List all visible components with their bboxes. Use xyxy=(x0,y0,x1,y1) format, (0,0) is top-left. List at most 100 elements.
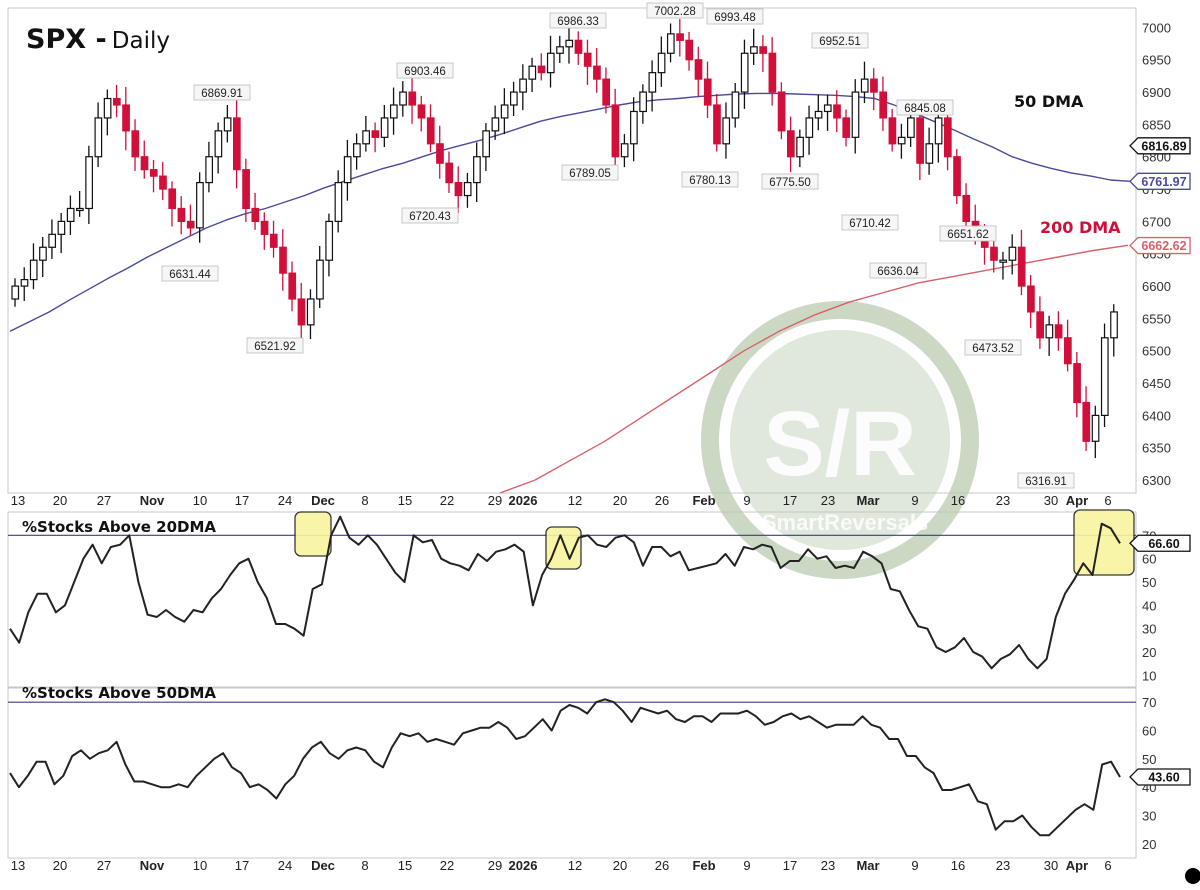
svg-text:6600: 6600 xyxy=(1142,279,1171,294)
chart-title: SPX - Daily xyxy=(26,24,170,55)
svg-text:20: 20 xyxy=(53,493,67,508)
svg-text:70: 70 xyxy=(1142,695,1156,710)
svg-text:6700: 6700 xyxy=(1142,214,1171,229)
svg-text:6950: 6950 xyxy=(1142,53,1171,68)
svg-text:15: 15 xyxy=(398,858,412,873)
svg-text:2026: 2026 xyxy=(509,858,538,873)
svg-text:20: 20 xyxy=(613,858,627,873)
svg-text:17: 17 xyxy=(235,493,249,508)
svg-text:6780.13: 6780.13 xyxy=(689,175,731,187)
svg-text:9: 9 xyxy=(743,858,750,873)
svg-text:6662.62: 6662.62 xyxy=(1141,239,1186,253)
svg-text:60: 60 xyxy=(1142,724,1156,739)
svg-text:6: 6 xyxy=(1104,493,1111,508)
pct50-panel-frame xyxy=(7,687,1137,859)
svg-text:17: 17 xyxy=(783,493,797,508)
dma50-line xyxy=(9,92,1131,332)
svg-text:Mar: Mar xyxy=(856,493,879,508)
svg-text:26: 26 xyxy=(655,493,669,508)
svg-text:6350: 6350 xyxy=(1142,441,1171,456)
svg-text:6400: 6400 xyxy=(1142,408,1171,423)
svg-text:Apr: Apr xyxy=(1066,858,1088,873)
svg-text:Feb: Feb xyxy=(692,493,715,508)
svg-text:7000: 7000 xyxy=(1142,20,1171,35)
dma50-label: 50 DMA xyxy=(1014,92,1084,111)
svg-text:SmartReversals: SmartReversals xyxy=(762,510,928,535)
svg-text:6550: 6550 xyxy=(1142,311,1171,326)
svg-text:6636.04: 6636.04 xyxy=(877,266,919,278)
svg-text:6903.46: 6903.46 xyxy=(404,66,446,78)
svg-text:23: 23 xyxy=(996,493,1010,508)
svg-text:6631.44: 6631.44 xyxy=(169,269,211,281)
svg-text:17: 17 xyxy=(783,858,797,873)
svg-text:7002.28: 7002.28 xyxy=(654,6,696,18)
svg-text:Dec: Dec xyxy=(311,858,335,873)
svg-text:12: 12 xyxy=(568,493,582,508)
svg-text:6986.33: 6986.33 xyxy=(557,16,599,28)
svg-text:Nov: Nov xyxy=(140,493,165,508)
svg-text:20: 20 xyxy=(53,858,67,873)
svg-text:24: 24 xyxy=(278,493,292,508)
svg-text:30: 30 xyxy=(1044,858,1058,873)
svg-text:9: 9 xyxy=(743,493,750,508)
svg-text:6521.92: 6521.92 xyxy=(254,341,296,353)
dma200-label: 200 DMA xyxy=(1040,218,1121,237)
svg-text:30: 30 xyxy=(1142,622,1156,637)
svg-text:6789.05: 6789.05 xyxy=(569,168,611,180)
svg-text:15: 15 xyxy=(398,493,412,508)
svg-text:50: 50 xyxy=(1142,575,1156,590)
svg-text:6900: 6900 xyxy=(1142,85,1171,100)
timeframe-label: Daily xyxy=(111,28,170,54)
svg-text:26: 26 xyxy=(655,858,669,873)
svg-text:6845.08: 6845.08 xyxy=(904,103,946,115)
svg-text:6775.50: 6775.50 xyxy=(769,177,811,189)
svg-text:9: 9 xyxy=(911,858,918,873)
svg-text:20: 20 xyxy=(1142,837,1156,852)
svg-text:23: 23 xyxy=(996,858,1010,873)
svg-text:13: 13 xyxy=(11,858,25,873)
svg-text:20: 20 xyxy=(1142,645,1156,660)
svg-text:6710.42: 6710.42 xyxy=(849,218,891,230)
corner-dot xyxy=(1185,868,1200,884)
svg-text:10: 10 xyxy=(193,858,207,873)
svg-text:10: 10 xyxy=(193,493,207,508)
svg-text:17: 17 xyxy=(235,858,249,873)
svg-text:43.60: 43.60 xyxy=(1148,770,1179,784)
svg-text:6869.91: 6869.91 xyxy=(201,88,243,100)
svg-text:60: 60 xyxy=(1142,552,1156,567)
svg-text:24: 24 xyxy=(278,858,292,873)
svg-text:12: 12 xyxy=(568,858,582,873)
svg-text:Apr: Apr xyxy=(1066,493,1088,508)
svg-text:6300: 6300 xyxy=(1142,473,1171,488)
svg-text:29: 29 xyxy=(488,493,502,508)
pct20-panel-title: %Stocks Above 20DMA xyxy=(22,518,217,536)
svg-text:50: 50 xyxy=(1142,752,1156,767)
svg-text:22: 22 xyxy=(440,858,454,873)
svg-text:6450: 6450 xyxy=(1142,376,1171,391)
pct50-panel-title: %Stocks Above 50DMA xyxy=(22,684,217,702)
svg-text:16: 16 xyxy=(951,858,965,873)
svg-text:6816.89: 6816.89 xyxy=(1141,139,1186,153)
svg-text:8: 8 xyxy=(361,493,368,508)
svg-text:40: 40 xyxy=(1142,598,1156,613)
last-value-tags: 6816.89 6761.97 6662.62 66.60 43.60 xyxy=(1129,137,1191,786)
svg-text:23: 23 xyxy=(821,858,835,873)
svg-text:10: 10 xyxy=(1142,668,1156,683)
svg-text:13: 13 xyxy=(11,493,25,508)
svg-text:6500: 6500 xyxy=(1142,344,1171,359)
svg-text:Dec: Dec xyxy=(311,493,335,508)
svg-text:27: 27 xyxy=(97,858,111,873)
svg-text:29: 29 xyxy=(488,858,502,873)
pct50-line xyxy=(8,698,1136,837)
svg-text:6: 6 xyxy=(1104,858,1111,873)
svg-text:30: 30 xyxy=(1044,493,1058,508)
svg-text:S/R: S/R xyxy=(763,393,916,495)
svg-text:16: 16 xyxy=(951,493,965,508)
price-annotations: 6869.91 6903.46 6986.33 7002.28 6993.48 6952.… xyxy=(161,2,1075,489)
svg-text:2026: 2026 xyxy=(509,493,538,508)
svg-text:66.60: 66.60 xyxy=(1148,537,1179,551)
svg-text:Mar: Mar xyxy=(856,858,879,873)
candlesticks xyxy=(11,18,1118,459)
svg-text:23: 23 xyxy=(821,493,835,508)
